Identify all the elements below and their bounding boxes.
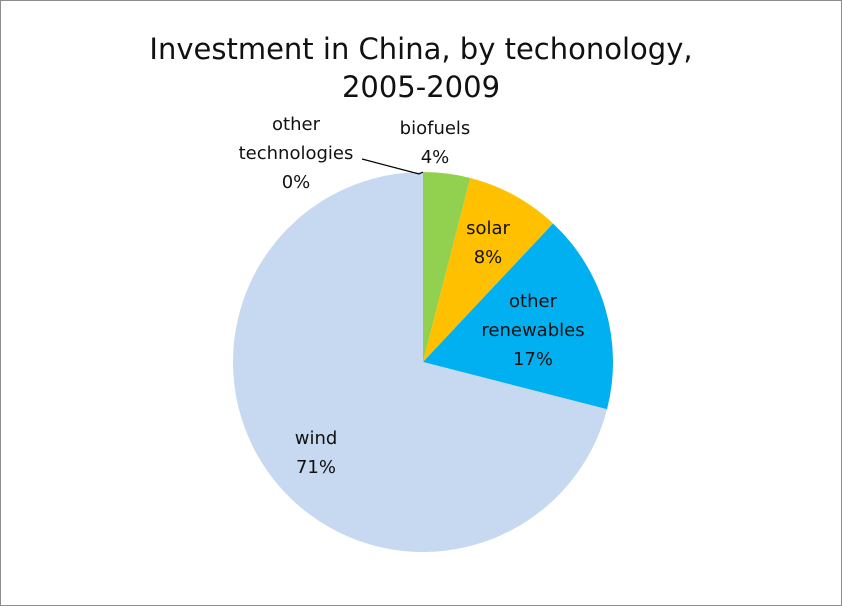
chart-title-line-1: Investment in China, by techonology,	[149, 32, 693, 66]
chart-title-line-2: 2005-2009	[341, 70, 501, 104]
slice-wind	[233, 172, 608, 552]
leader-lines	[361, 158, 424, 175]
label-wind: wind 71%	[295, 428, 338, 478]
label-text-biofuels: biofuels	[400, 118, 471, 139]
label-text-other-renewables: other	[509, 291, 558, 312]
label-text-solar: solar	[466, 218, 510, 239]
label-value-other-renewables: 17%	[513, 349, 553, 370]
pie-slices	[233, 172, 613, 552]
chart-title: Investment in China, by techonology, 200…	[0, 30, 842, 106]
label-text-other-renewables: renewables	[481, 320, 584, 341]
leader-other-technologies	[361, 158, 424, 175]
label-value-biofuels: 4%	[421, 147, 450, 168]
label-text-other-technologies: other	[272, 114, 321, 135]
label-text-other-technologies: technologies	[239, 143, 354, 164]
label-value-other-technologies: 0%	[282, 172, 311, 193]
label-text-wind: wind	[295, 428, 338, 449]
slice-solar	[423, 177, 554, 362]
slice-other-renewables	[423, 223, 613, 410]
label-value-wind: 71%	[296, 457, 336, 478]
label-solar: solar 8%	[466, 218, 510, 268]
slice-labels: biofuels 4% solar 8% other renewables 17% wind 7…	[239, 114, 585, 478]
slice-biofuels	[423, 172, 471, 362]
label-other-renewables: other renewables 17%	[481, 291, 584, 370]
label-value-solar: 8%	[474, 247, 503, 268]
label-other-technologies: other technologies 0%	[239, 114, 354, 193]
label-biofuels: biofuels 4%	[400, 118, 471, 168]
